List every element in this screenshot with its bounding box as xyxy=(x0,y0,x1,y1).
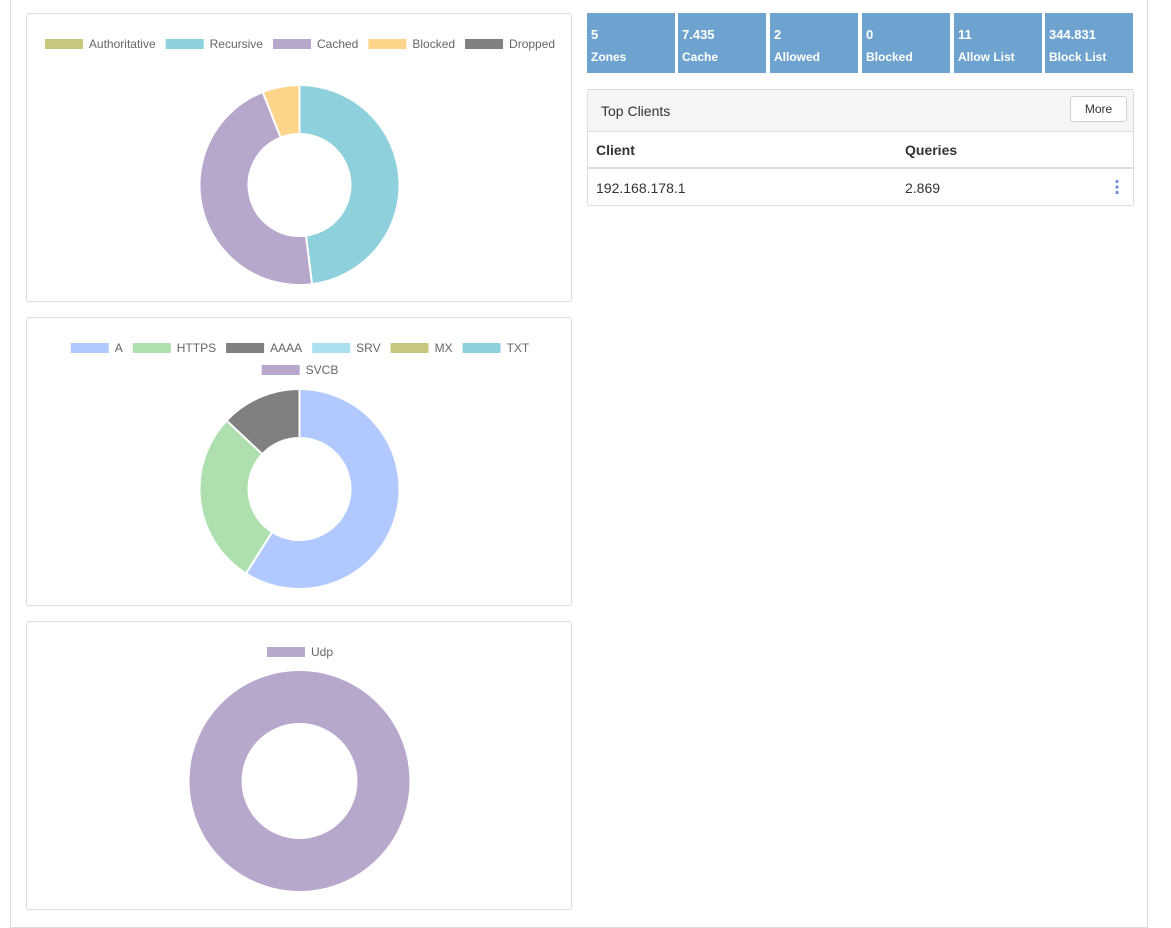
chart-slice-a[interactable] xyxy=(244,387,401,590)
chart-slice-udp[interactable] xyxy=(187,668,412,894)
legend-item[interactable]: MX xyxy=(390,341,453,355)
legend-label: TXT xyxy=(507,341,530,355)
stat-value: 0 xyxy=(866,27,874,42)
stat-label: Zones xyxy=(591,50,627,64)
legend-item[interactable]: A xyxy=(70,341,123,355)
stat-value: 344.831 xyxy=(1049,27,1096,42)
legend-item[interactable]: Recursive xyxy=(165,37,264,51)
chart-legend: A HTTPS AAAA SRV MX TXT SVCB xyxy=(70,341,530,377)
legend-swatch xyxy=(272,39,311,49)
legend-label: MX xyxy=(435,341,453,355)
chart-slice-recursive[interactable] xyxy=(298,83,401,286)
response-type-chart-panel: Authoritative Recursive Cached Blocked Dropp… xyxy=(26,13,572,302)
top-clients-title: Top Clients xyxy=(601,103,671,119)
column-header-queries[interactable]: Queries xyxy=(905,142,958,158)
stat-label: Allow List xyxy=(958,50,1015,64)
legend-item[interactable]: Udp xyxy=(266,645,333,659)
legend-item[interactable]: Blocked xyxy=(368,37,455,51)
chart-legend: Authoritative Recursive Cached Blocked Dropp… xyxy=(44,37,555,51)
column-header-client[interactable]: Client xyxy=(596,142,635,158)
protocol-chart-panel: Udp xyxy=(26,621,572,910)
top-clients-header: Top Clients More xyxy=(588,90,1133,132)
stat-blocked[interactable]: 0 Blocked xyxy=(862,13,950,73)
legend-item[interactable]: SRV xyxy=(312,341,381,355)
top-clients-panel: Top Clients More Client Queries 192.168.… xyxy=(587,89,1134,206)
legend-swatch xyxy=(261,365,300,375)
legend-label: SRV xyxy=(356,341,380,355)
stat-label: Blocked xyxy=(866,50,913,64)
stat-cache[interactable]: 7.435 Cache xyxy=(678,13,766,73)
legend-swatch xyxy=(312,343,351,353)
legend-label: Udp xyxy=(311,645,333,659)
legend-label: Authoritative xyxy=(89,37,156,51)
stat-label: Block List xyxy=(1049,50,1107,64)
legend-label: AAAA xyxy=(270,341,302,355)
stat-value: 11 xyxy=(958,27,972,42)
legend-swatch xyxy=(132,343,171,353)
stat-allow-list[interactable]: 11 Allow List xyxy=(954,13,1042,73)
legend-label: HTTPS xyxy=(177,341,216,355)
legend-swatch xyxy=(226,343,265,353)
row-menu-icon[interactable] xyxy=(1115,179,1119,195)
stat-value: 7.435 xyxy=(682,27,715,42)
legend-item[interactable]: Authoritative xyxy=(44,37,156,51)
legend-item[interactable]: AAAA xyxy=(226,341,302,355)
doughnut-chart: Udp xyxy=(187,645,412,894)
chart-slice-aaaa[interactable] xyxy=(225,387,301,456)
chart-slice-https[interactable] xyxy=(198,419,274,575)
chart-legend: Udp xyxy=(266,645,333,659)
query-type-chart-panel: A HTTPS AAAA SRV MX TXT SVCB xyxy=(26,317,572,606)
legend-item[interactable]: HTTPS xyxy=(132,341,216,355)
legend-swatch xyxy=(462,343,501,353)
legend-label: Blocked xyxy=(412,37,455,51)
legend-label: Cached xyxy=(317,37,358,51)
legend-item[interactable]: Dropped xyxy=(465,37,555,51)
doughnut-chart: A HTTPS AAAA SRV MX TXT SVCB xyxy=(70,341,530,590)
legend-swatch xyxy=(465,39,504,49)
legend-swatch xyxy=(165,39,204,49)
doughnut-chart: Authoritative Recursive Cached Blocked Dropp… xyxy=(44,37,555,286)
legend-swatch xyxy=(390,343,429,353)
legend-label: Dropped xyxy=(509,37,555,51)
stat-value: 2 xyxy=(774,27,782,42)
legend-label: SVCB xyxy=(306,363,339,377)
legend-label: Recursive xyxy=(210,37,264,51)
chart-slice-blocked[interactable] xyxy=(261,83,301,139)
legend-item[interactable]: Cached xyxy=(272,37,358,51)
stat-zones[interactable]: 5 Zones xyxy=(587,13,675,73)
legend-swatch xyxy=(44,39,83,49)
chart-slice-cached[interactable] xyxy=(198,90,314,286)
stat-label: Allowed xyxy=(774,50,821,64)
stat-value: 5 xyxy=(591,27,599,42)
legend-label: A xyxy=(115,341,123,355)
legend-swatch xyxy=(368,39,407,49)
client-cell: 192.168.178.1 xyxy=(596,180,686,196)
legend-swatch xyxy=(70,343,109,353)
more-button[interactable]: More xyxy=(1070,96,1127,122)
legend-swatch xyxy=(266,647,305,657)
table-header-divider xyxy=(588,167,1133,169)
legend-item[interactable]: TXT xyxy=(462,341,530,355)
stat-block-list[interactable]: 344.831 Block List xyxy=(1045,13,1133,73)
stat-allowed[interactable]: 2 Allowed xyxy=(770,13,858,73)
queries-cell: 2.869 xyxy=(905,180,941,196)
legend-item[interactable]: SVCB xyxy=(261,363,339,377)
stat-label: Cache xyxy=(682,50,719,64)
